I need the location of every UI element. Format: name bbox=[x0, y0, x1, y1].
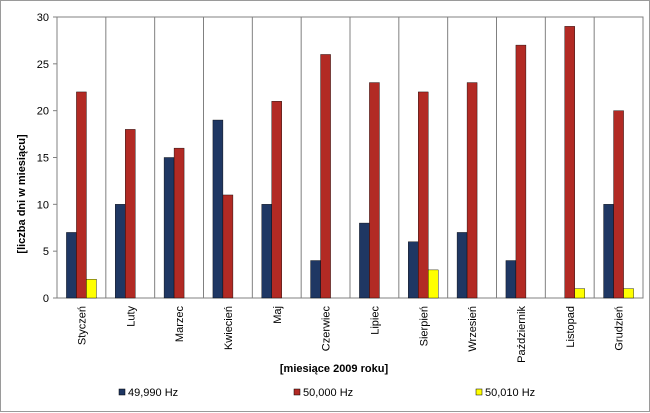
bar bbox=[603, 204, 614, 299]
legend-swatch bbox=[118, 388, 126, 396]
bar bbox=[76, 91, 87, 299]
x-tick-label: Lipiec bbox=[369, 306, 381, 335]
y-tick-label: 0 bbox=[43, 293, 49, 305]
bar bbox=[125, 129, 136, 299]
bar bbox=[515, 44, 527, 299]
x-tick-label: Grudzień bbox=[614, 306, 626, 351]
x-axis-title: [miesiące 2009 roku] bbox=[280, 363, 389, 375]
legend-swatch bbox=[293, 388, 301, 396]
x-tick-label: Luty bbox=[125, 306, 137, 327]
legend-label: 49,990 Hz bbox=[128, 387, 178, 399]
x-tick-label: Maj bbox=[272, 306, 284, 324]
x-tick-label: Kwiecień bbox=[223, 306, 235, 350]
bar bbox=[418, 91, 429, 299]
x-tick-label: Listopad bbox=[565, 306, 577, 348]
bar bbox=[623, 288, 634, 299]
legend-label: 50,010 Hz bbox=[485, 387, 535, 399]
bars bbox=[66, 26, 634, 299]
bar bbox=[505, 260, 517, 299]
legend: 49,990 Hz 50,000 Hz 50,010 Hz bbox=[118, 387, 535, 399]
bar bbox=[271, 101, 282, 299]
x-tick-label: Sierpień bbox=[418, 306, 430, 346]
gridlines bbox=[105, 17, 595, 298]
bar bbox=[222, 194, 234, 299]
bar bbox=[261, 204, 272, 299]
y-tick-label: 5 bbox=[43, 246, 49, 258]
y-tick-label: 10 bbox=[37, 199, 49, 211]
x-axis: Styczeń Luty Marzec Kwiecień Maj Czerwiec Lipi… bbox=[76, 306, 625, 363]
legend-label: 50,000 Hz bbox=[303, 387, 353, 399]
bar bbox=[320, 54, 331, 299]
bar bbox=[310, 260, 321, 299]
x-tick-label: Marzec bbox=[174, 306, 186, 343]
bar bbox=[466, 82, 478, 299]
bar bbox=[428, 269, 439, 299]
y-axis-title: [liczba dni w miesiącu] bbox=[16, 134, 28, 254]
y-axis: 0 5 10 15 20 25 30 bbox=[37, 12, 57, 305]
bar bbox=[86, 279, 97, 299]
bar bbox=[66, 232, 77, 299]
y-tick-label: 15 bbox=[37, 153, 49, 165]
y-tick-label: 20 bbox=[37, 106, 49, 118]
bar bbox=[173, 147, 185, 299]
bar bbox=[574, 288, 585, 299]
bar bbox=[359, 222, 370, 299]
y-tick-label: 25 bbox=[37, 59, 49, 71]
bar bbox=[613, 110, 624, 299]
x-tick-label: Wrzesień bbox=[467, 306, 479, 352]
bar bbox=[408, 241, 419, 299]
x-tick-label: Styczeń bbox=[76, 306, 88, 345]
x-tick-label: Czerwiec bbox=[321, 306, 333, 352]
x-tick-label: Październik bbox=[516, 306, 528, 363]
y-tick-label: 30 bbox=[37, 12, 49, 24]
bar bbox=[369, 82, 380, 299]
legend-swatch bbox=[475, 388, 483, 396]
bar bbox=[163, 157, 175, 299]
bar bbox=[115, 204, 126, 299]
bar bbox=[212, 119, 224, 299]
bar bbox=[456, 232, 468, 299]
bar bbox=[564, 26, 575, 299]
